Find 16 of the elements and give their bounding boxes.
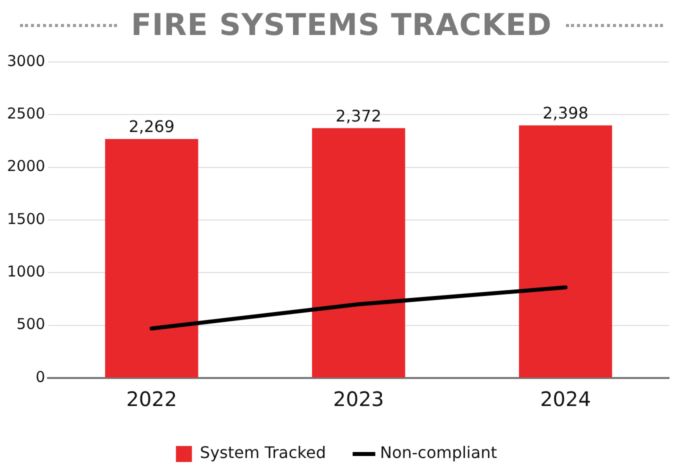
y-tick-label: 1000 <box>6 262 46 281</box>
y-tick-label: 2000 <box>6 157 46 176</box>
data-label: 2,372 <box>336 106 382 126</box>
data-label: 2,269 <box>128 117 175 136</box>
y-tick-label: 1500 <box>6 210 46 228</box>
y-tick-label: 3000 <box>6 52 46 70</box>
x-tick-label: 2022 <box>126 387 178 412</box>
x-tick-label: 2024 <box>540 387 591 412</box>
y-tick-label: 0 <box>36 368 46 386</box>
legend-label: System Tracked <box>200 443 326 462</box>
data-label: 2,398 <box>542 104 588 123</box>
legend-label: Non-compliant <box>380 443 498 462</box>
chart-title: FIRE SYSTEMS TRACKED <box>131 8 552 42</box>
x-tick-label: 2023 <box>333 387 384 412</box>
y-tick-label: 500 <box>16 315 46 334</box>
y-tick-label: 2500 <box>6 104 46 123</box>
